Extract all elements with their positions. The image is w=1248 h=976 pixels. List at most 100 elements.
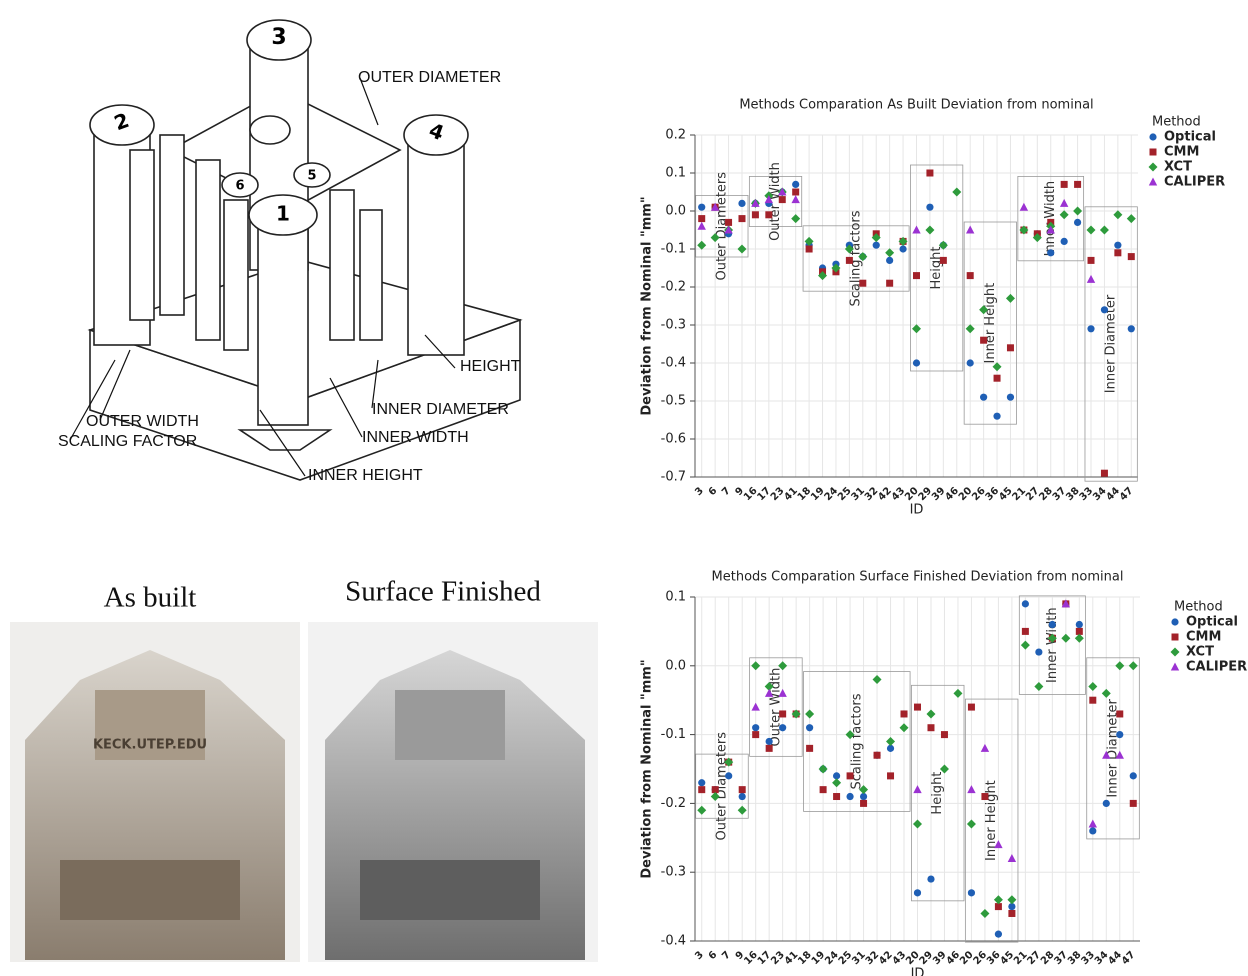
- point: [1099, 225, 1109, 235]
- point: [805, 709, 815, 719]
- legend-marker: [1148, 177, 1158, 186]
- point: [738, 215, 746, 223]
- point: [1114, 249, 1122, 257]
- point: [899, 245, 907, 253]
- point: [1061, 599, 1071, 608]
- point: [1007, 853, 1017, 862]
- point: [751, 661, 761, 671]
- photo-as-built: KECK.UTEP.EDU: [10, 622, 300, 962]
- point: [1115, 661, 1125, 671]
- x-tick-label: 3: [693, 949, 706, 962]
- callout: SCALING FACTOR: [58, 433, 197, 450]
- point: [993, 895, 1003, 905]
- x-tick-label: 47: [1118, 485, 1136, 503]
- point: [1102, 799, 1110, 808]
- point: [846, 792, 854, 801]
- point: [992, 362, 1002, 372]
- photo-caption: As built: [104, 582, 197, 614]
- point: [1114, 241, 1122, 249]
- point: [953, 688, 963, 698]
- group-label: Height: [929, 247, 944, 290]
- y-tick-label: -0.3: [661, 318, 686, 333]
- point: [832, 778, 842, 788]
- y-tick-label: 0.1: [665, 590, 686, 605]
- point: [751, 211, 759, 219]
- point: [1101, 688, 1111, 698]
- point: [1021, 600, 1029, 608]
- legend-marker: [1148, 162, 1158, 172]
- legend-label: XCT: [1164, 160, 1192, 175]
- group-box: [963, 221, 1017, 425]
- point: [791, 214, 801, 224]
- point: [967, 889, 976, 897]
- point: [1088, 819, 1098, 828]
- point: [724, 757, 734, 767]
- point: [1046, 225, 1055, 234]
- point: [1128, 661, 1138, 671]
- point: [860, 799, 868, 807]
- chart-title: Methods Comparation Surface Finished Dev…: [712, 570, 1124, 585]
- point: [698, 786, 706, 794]
- point: [858, 252, 868, 262]
- point: [993, 374, 1001, 382]
- point: [710, 792, 720, 802]
- point: [1006, 344, 1014, 352]
- legend-title: Method: [1174, 600, 1223, 615]
- point: [980, 908, 990, 918]
- point: [765, 744, 773, 752]
- group-label: Inner Height: [984, 780, 999, 861]
- point: [752, 731, 760, 739]
- group-box: [802, 225, 910, 292]
- y-tick-label: 0.0: [665, 658, 686, 673]
- point: [1035, 648, 1043, 656]
- point: [751, 198, 760, 207]
- point: [698, 203, 706, 211]
- legend-title: Method: [1152, 115, 1201, 130]
- callout: HEIGHT: [460, 358, 521, 375]
- point: [913, 272, 920, 280]
- point: [1088, 681, 1098, 691]
- point: [886, 736, 896, 746]
- point: [737, 244, 747, 254]
- point: [1126, 214, 1136, 224]
- x-tick-label: 3: [693, 485, 706, 498]
- point: [844, 244, 854, 254]
- point: [926, 203, 934, 211]
- point: [710, 202, 720, 211]
- point: [1005, 293, 1015, 303]
- group-label: Outer Width: [768, 668, 783, 747]
- point: [1129, 799, 1137, 807]
- point: [765, 211, 773, 219]
- y-tick-label: -0.3: [661, 865, 686, 880]
- point: [1061, 633, 1071, 643]
- point: [818, 271, 828, 281]
- point: [980, 393, 988, 401]
- point: [1020, 640, 1030, 650]
- point: [966, 819, 976, 829]
- illustrations: 3 2 4 1 5 6 OUTER DIAMETER HEIGHT INNER …: [10, 19, 598, 962]
- point: [886, 744, 895, 752]
- legend-label: CALIPER: [1164, 175, 1225, 190]
- point: [913, 819, 922, 829]
- y-axis-label: Deviation from Nominal "mm": [640, 659, 655, 878]
- point: [1127, 253, 1135, 261]
- group-box: [1018, 595, 1086, 695]
- group-box: [1017, 175, 1085, 262]
- point: [981, 793, 989, 801]
- point: [1086, 274, 1096, 283]
- point: [725, 218, 733, 226]
- point: [1007, 895, 1017, 905]
- legend-marker: [1149, 148, 1157, 156]
- x-tick-label: 7: [720, 485, 733, 498]
- point: [900, 710, 908, 718]
- point: [765, 737, 773, 746]
- point: [1073, 218, 1082, 226]
- point: [1100, 469, 1108, 477]
- group-label: Inner Width: [1043, 181, 1058, 257]
- group-box: [695, 194, 749, 258]
- y-tick-label: 0.2: [665, 128, 686, 143]
- point: [1116, 710, 1124, 718]
- point: [697, 240, 707, 250]
- point: [912, 359, 921, 367]
- callout: OUTER WIDTH: [86, 413, 199, 430]
